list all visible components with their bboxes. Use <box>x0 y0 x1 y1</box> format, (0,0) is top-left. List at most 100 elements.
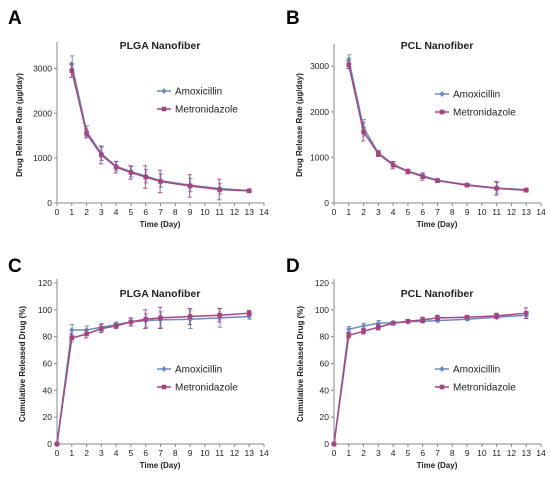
data-point <box>217 187 222 192</box>
x-axis-label: Time (Day) <box>417 220 458 229</box>
x-tick-label: 13 <box>244 448 254 458</box>
data-point <box>390 320 396 326</box>
legend-label-amoxicillin: Amoxicillin <box>175 87 222 98</box>
legend-label-metronidazole: Metronidazole <box>175 105 238 116</box>
x-tick-label: 9 <box>188 207 193 217</box>
x-tick-label: 4 <box>114 448 119 458</box>
x-tick-label: 12 <box>507 448 517 458</box>
x-tick-label: 8 <box>450 448 455 458</box>
legend-swatch-marker <box>439 109 445 115</box>
x-tick-label: 2 <box>361 207 366 217</box>
series-metronidazole <box>69 63 252 201</box>
x-tick-label: 5 <box>406 207 411 217</box>
series-line <box>71 63 250 192</box>
x-axis-label: Time (Day) <box>417 461 458 470</box>
x-tick-label: 8 <box>173 448 178 458</box>
legend-label-amoxicillin: Amoxicillin <box>453 90 500 101</box>
legend-label-metronidazole: Metronidazole <box>453 108 516 119</box>
data-point <box>158 315 163 321</box>
data-point <box>435 178 440 183</box>
legend-label-amoxicillin: Amoxicillin <box>453 365 500 376</box>
x-tick-label: 2 <box>361 448 366 458</box>
y-axis-label: Cumulative Released Drug (%) <box>296 306 305 422</box>
data-point <box>128 319 134 325</box>
x-tick-label: 3 <box>376 207 381 217</box>
x-tick-label: 9 <box>188 448 193 458</box>
y-tick-label: 20 <box>43 412 53 422</box>
x-tick-label: 13 <box>521 448 531 458</box>
data-point <box>69 326 75 333</box>
data-point <box>376 151 381 157</box>
data-point <box>375 320 381 327</box>
legend-swatch-marker <box>161 366 167 372</box>
x-tick-label: 14 <box>259 448 269 458</box>
y-tick-label: 0 <box>47 198 52 208</box>
y-axis-label: Cumulative Released Drug (%) <box>18 306 27 422</box>
data-point <box>69 335 75 341</box>
x-tick-label: 5 <box>406 448 411 458</box>
data-point <box>84 331 89 337</box>
y-tick-label: 0 <box>324 439 329 449</box>
data-point <box>376 324 381 330</box>
data-point <box>360 322 367 329</box>
data-point <box>84 131 89 136</box>
series-metronidazole <box>331 307 529 447</box>
data-point <box>420 317 426 323</box>
x-tick-label: 6 <box>143 448 148 458</box>
data-point <box>331 441 337 447</box>
x-tick-label: 6 <box>143 207 148 217</box>
chart-title: PLGA Nanofiber <box>120 40 201 52</box>
series-amoxicillin <box>346 54 529 194</box>
data-point <box>99 326 104 331</box>
x-tick-label: 6 <box>420 448 425 458</box>
legend-swatch-marker <box>161 88 167 94</box>
x-tick-label: 6 <box>420 207 425 217</box>
y-tick-label: 60 <box>43 359 53 369</box>
y-tick-label: 2000 <box>33 108 52 118</box>
x-tick-label: 0 <box>55 207 60 217</box>
x-tick-label: 11 <box>215 207 224 217</box>
legend-label-metronidazole: Metronidazole <box>175 383 238 394</box>
data-point <box>217 312 222 318</box>
data-point <box>523 310 529 316</box>
x-tick-label: 1 <box>346 448 351 458</box>
y-tick-label: 1000 <box>310 152 329 162</box>
series-metronidazole <box>54 306 252 447</box>
legend-swatch-marker <box>161 106 167 112</box>
legend-swatch-marker <box>439 91 445 97</box>
x-tick-label: 8 <box>450 207 455 217</box>
y-tick-label: 20 <box>320 412 330 422</box>
data-point <box>346 62 352 68</box>
data-point <box>113 323 119 329</box>
legend: Amoxicillin Metronidazole <box>157 87 238 116</box>
y-tick-label: 80 <box>43 332 53 342</box>
data-point <box>246 310 252 316</box>
data-point <box>143 316 149 322</box>
data-point <box>405 169 411 174</box>
y-axis-label: Drug Release Rate (µg/day) <box>295 73 304 177</box>
x-tick-label: 3 <box>99 207 104 217</box>
y-tick-label: 120 <box>38 278 52 288</box>
data-point <box>361 129 366 135</box>
x-tick-label: 12 <box>230 207 240 217</box>
data-point <box>494 186 499 191</box>
x-tick-label: 9 <box>465 207 470 217</box>
series-amoxicillin <box>54 308 252 447</box>
data-point <box>346 333 352 338</box>
y-tick-label: 60 <box>320 359 330 369</box>
x-axis-label: Time (Day) <box>140 461 181 470</box>
legend: Amoxicillin Metronidazole <box>157 365 238 394</box>
panel-letter: B <box>286 8 300 29</box>
y-tick-label: 0 <box>47 439 52 449</box>
x-tick-label: 12 <box>230 448 240 458</box>
chart-title: PCL Nanofiber <box>401 288 474 300</box>
data-point <box>99 152 104 158</box>
legend-swatch-marker <box>439 366 445 372</box>
data-point <box>69 68 75 73</box>
x-tick-label: 0 <box>332 448 337 458</box>
data-point <box>346 326 352 333</box>
